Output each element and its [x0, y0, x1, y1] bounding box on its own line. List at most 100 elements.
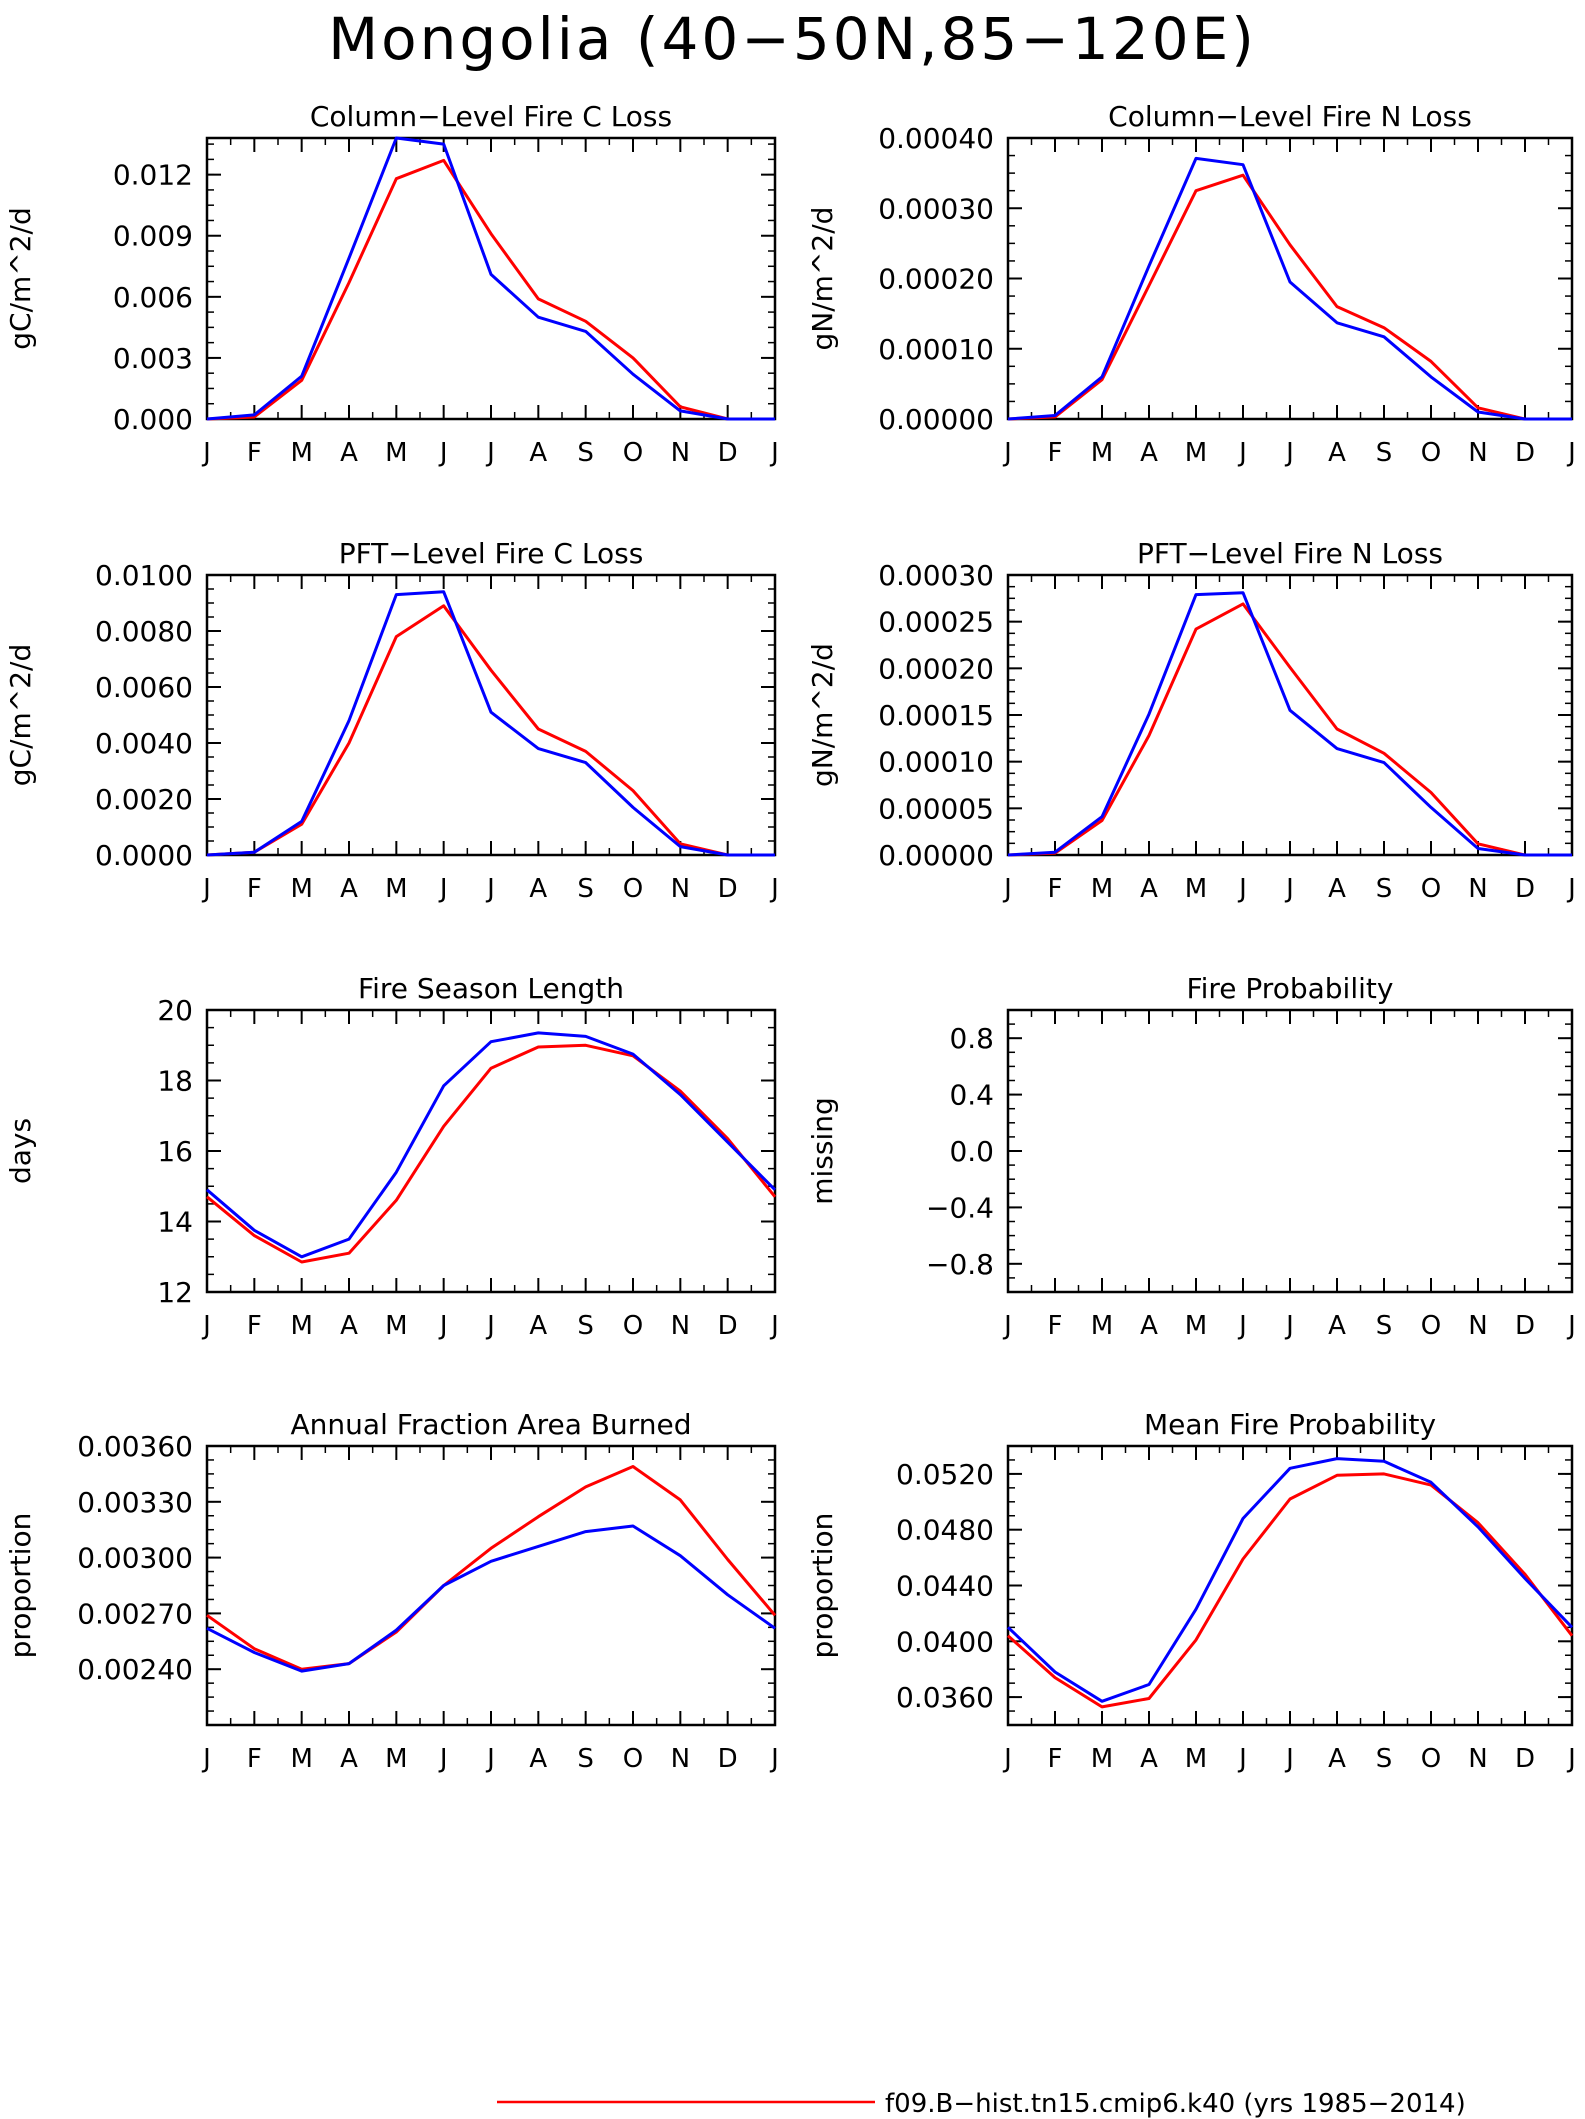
y-axis-label: proportion	[4, 1513, 37, 1659]
y-tick-label: 0.009	[113, 220, 193, 253]
x-tick-label: A	[1328, 874, 1346, 904]
x-tick-label: S	[1376, 1311, 1393, 1341]
x-tick-label: A	[529, 1311, 547, 1341]
y-tick-label: 0.0480	[896, 1514, 994, 1547]
y-tick-label: 20	[157, 994, 193, 1027]
y-tick-label: 0.00010	[878, 746, 994, 779]
x-tick-label: F	[247, 1311, 262, 1341]
y-tick-label: 18	[157, 1065, 193, 1098]
x-tick-label: J	[769, 438, 779, 468]
series-line-blue	[206, 1524, 776, 1673]
x-tick-label: O	[1421, 1744, 1441, 1774]
series-line-blue	[206, 590, 775, 857]
y-tick-label: 0.0440	[896, 1570, 994, 1603]
y-tick-label: 0.00000	[878, 839, 994, 872]
x-tick-label: O	[623, 1744, 643, 1774]
y-tick-label: 0.00015	[878, 699, 994, 732]
x-tick-label: A	[340, 1744, 358, 1774]
y-tick-label: 0.00030	[878, 559, 994, 592]
x-tick-label: M	[1185, 438, 1207, 468]
y-tick-label: 0.00300	[77, 1542, 193, 1575]
x-tick-label: D	[1515, 1744, 1535, 1774]
x-tick-label: J	[438, 438, 448, 468]
x-tick-label: D	[1515, 1311, 1535, 1341]
chart-title: Column−Level Fire N Loss	[1108, 100, 1472, 133]
x-tick-label: D	[1515, 874, 1535, 904]
series-line-red	[1007, 1472, 1574, 1709]
x-tick-label: J	[1284, 1311, 1294, 1341]
x-tick-label: D	[718, 1311, 738, 1341]
y-tick-label: 0.0000	[95, 839, 193, 872]
y-tick-label: 0.00010	[878, 333, 994, 366]
y-tick-label: 0.0	[949, 1135, 994, 1168]
x-tick-label: O	[623, 438, 643, 468]
x-tick-label: A	[1328, 1744, 1346, 1774]
x-tick-label: F	[247, 1744, 262, 1774]
x-tick-label: O	[1421, 1311, 1441, 1341]
x-tick-label: A	[1140, 1311, 1158, 1341]
x-tick-label: O	[623, 874, 643, 904]
x-tick-label: A	[340, 1311, 358, 1341]
x-tick-label: S	[1376, 874, 1393, 904]
x-tick-label: J	[485, 438, 495, 468]
y-tick-label: 0.006	[113, 281, 193, 314]
y-tick-label: 0.00240	[77, 1653, 193, 1686]
x-tick-label: D	[718, 874, 738, 904]
x-tick-label: J	[1002, 874, 1012, 904]
x-tick-label: J	[769, 874, 779, 904]
x-tick-label: D	[718, 438, 738, 468]
chart-title: Fire Season Length	[358, 972, 624, 1005]
y-tick-label: 0.0020	[95, 783, 193, 816]
x-tick-label: N	[1468, 1744, 1487, 1774]
chart-title: Mean Fire Probability	[1144, 1408, 1436, 1441]
y-tick-label: 0.0520	[896, 1458, 994, 1491]
x-tick-label: M	[1185, 1311, 1207, 1341]
x-tick-label: M	[1091, 1744, 1113, 1774]
y-axis-label: days	[4, 1118, 37, 1184]
y-tick-label: 0.003	[113, 342, 193, 375]
x-tick-label: A	[340, 438, 358, 468]
series-line-red	[206, 1465, 777, 1671]
chart-panel: J F M A M J J A S O N D J0.03600.04000.04400.04800.0…	[806, 1408, 1576, 1774]
x-tick-label: F	[1048, 438, 1063, 468]
x-tick-label: J	[485, 1744, 495, 1774]
y-tick-label: 0.0080	[95, 615, 193, 648]
x-tick-label: J	[1566, 874, 1576, 904]
x-tick-label: F	[1048, 874, 1063, 904]
y-tick-label: 16	[157, 1135, 193, 1168]
y-tick-label: 0.00005	[878, 792, 994, 825]
x-tick-label: N	[671, 438, 690, 468]
x-tick-label: J	[201, 1311, 211, 1341]
x-tick-label: M	[385, 1311, 407, 1341]
x-tick-label: S	[577, 1311, 594, 1341]
chart-panel: J F M A M J J A S O N D J0.002400.002700.003000.0033…	[4, 1408, 779, 1774]
x-tick-label: N	[1468, 874, 1487, 904]
x-tick-label: M	[385, 1744, 407, 1774]
x-tick-label: F	[1048, 1744, 1063, 1774]
series-line-red	[1007, 173, 1572, 421]
x-tick-label: J	[201, 874, 211, 904]
x-tick-label: M	[385, 438, 407, 468]
x-tick-label: A	[529, 438, 547, 468]
series-line-red	[206, 1043, 777, 1264]
x-tick-label: A	[340, 874, 358, 904]
series-line-blue	[206, 1031, 777, 1259]
x-tick-label: A	[1140, 874, 1158, 904]
chart-title: PFT−Level Fire C Loss	[339, 537, 644, 570]
y-tick-label: 0.00330	[77, 1486, 193, 1519]
x-tick-label: J	[485, 1311, 495, 1341]
x-tick-label: D	[718, 1744, 738, 1774]
y-tick-label: 0.012	[113, 159, 193, 192]
x-tick-label: M	[1185, 1744, 1207, 1774]
page-title: Mongolia (40−50N,85−120E)	[328, 5, 1257, 73]
x-tick-label: M	[290, 1311, 312, 1341]
x-tick-label: M	[1091, 438, 1113, 468]
y-tick-label: 12	[157, 1276, 193, 1309]
x-tick-label: N	[1468, 1311, 1487, 1341]
chart-title: Annual Fraction Area Burned	[291, 1408, 692, 1441]
y-tick-label: 0.00025	[878, 606, 994, 639]
y-axis-label: gN/m^2/d	[806, 207, 839, 351]
x-tick-label: J	[1284, 1744, 1294, 1774]
